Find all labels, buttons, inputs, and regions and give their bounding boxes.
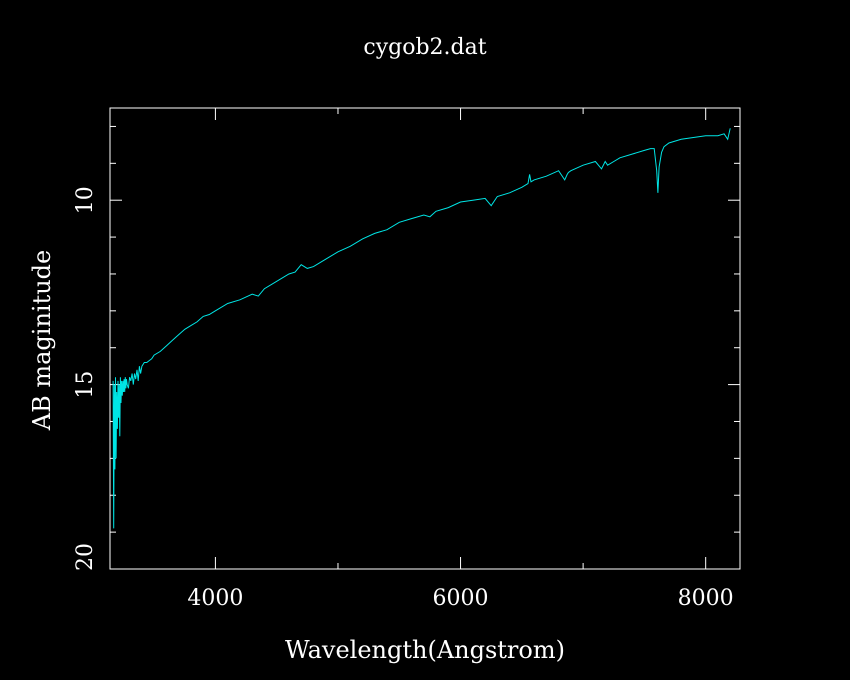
axis-tick-labels: 4000 6000 8000 10 15 20 — [73, 186, 734, 611]
x-axis-label: Wavelength(Angstrom) — [285, 636, 565, 664]
spectrum-line — [112, 128, 731, 529]
plot-frame — [109, 107, 741, 570]
axis-ticks — [110, 108, 740, 570]
y-tick-label: 15 — [73, 371, 98, 399]
y-axis-label: AB maginitude — [28, 250, 56, 432]
chart-title: cygob2.dat — [363, 35, 486, 60]
x-tick-label: 6000 — [433, 586, 489, 611]
x-tick-label: 4000 — [187, 586, 243, 611]
x-tick-label: 8000 — [678, 586, 734, 611]
y-tick-label: 10 — [73, 186, 98, 214]
y-tick-label: 20 — [73, 543, 98, 571]
